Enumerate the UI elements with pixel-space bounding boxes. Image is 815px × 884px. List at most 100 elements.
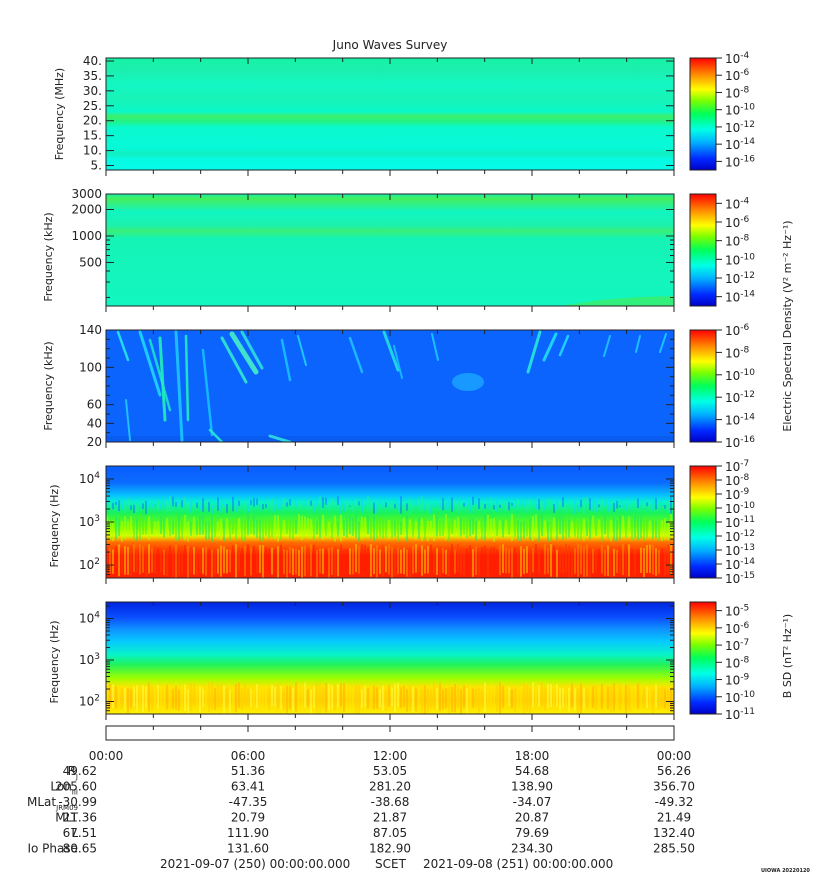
panel-1-x-ticks bbox=[105, 58, 675, 176]
ephemeris-value: -30.99 bbox=[58, 795, 97, 809]
y-tick-label: 100 bbox=[79, 360, 102, 374]
emission-streak bbox=[348, 336, 364, 374]
y-tick-label: 1000 bbox=[71, 229, 102, 243]
footer-scet: SCET bbox=[375, 857, 407, 871]
footer-start-time: 2021-09-07 (250) 00:00:00.000 bbox=[160, 857, 350, 871]
colorbar-tick-label: 10-8 bbox=[725, 234, 750, 249]
figure-title: Juno Waves Survey bbox=[332, 38, 448, 52]
y-tick-label: 102 bbox=[79, 557, 100, 572]
colorbar-tick-label: 10-13 bbox=[725, 543, 755, 558]
colorbar-tick-label: 10-4 bbox=[725, 51, 750, 66]
emission-streak bbox=[208, 428, 224, 442]
emission-streak bbox=[240, 330, 264, 370]
ephemeris-value: 20.87 bbox=[515, 811, 549, 825]
emission-streak bbox=[148, 338, 172, 412]
colorbar-tick-label: 10-16 bbox=[725, 154, 755, 169]
y-tick-label: 35. bbox=[83, 69, 102, 83]
colorbar-tick-label: 10-12 bbox=[725, 529, 755, 544]
y-tick-label: 104 bbox=[79, 471, 100, 486]
ephemeris-value: 281.20 bbox=[369, 780, 411, 794]
ephemeris-value: 205.60 bbox=[55, 780, 97, 794]
y-tick-label: 15. bbox=[83, 129, 102, 143]
panel-4-colorbar bbox=[689, 465, 717, 579]
emission-streak bbox=[526, 330, 542, 374]
ephemeris-value: 131.60 bbox=[227, 842, 269, 856]
y-tick-label: 140 bbox=[79, 323, 102, 337]
ephemeris-value: 21.36 bbox=[63, 811, 97, 825]
ephemeris-row-label: Io Phase bbox=[27, 842, 78, 856]
emission-streak bbox=[184, 334, 190, 422]
ephemeris-value: 132.40 bbox=[653, 826, 695, 840]
panel-2-ylabel: Frequency (kHz) bbox=[42, 212, 55, 301]
emission-streak bbox=[229, 331, 259, 375]
emission-streak bbox=[659, 333, 667, 353]
time-axis-ticks bbox=[105, 726, 675, 732]
y-tick-label: 10. bbox=[83, 144, 102, 158]
y-tick-label: 103 bbox=[79, 514, 100, 529]
panel-2-lowfreq-emission bbox=[560, 296, 674, 306]
panel-5-x-ticks bbox=[105, 602, 675, 720]
ephemeris-value: 63.41 bbox=[231, 780, 265, 794]
emission-streak bbox=[116, 330, 130, 362]
time-tick-label: 00:00 bbox=[89, 749, 124, 763]
panel-3-colorbar bbox=[689, 329, 717, 443]
ephemeris-value: 182.90 bbox=[369, 842, 411, 856]
panel-1-spectrogram bbox=[106, 58, 674, 170]
panel-3-x-ticks bbox=[105, 330, 675, 448]
ephemeris-value: -49.32 bbox=[655, 795, 694, 809]
colorbar-tick-label: 10-10 bbox=[725, 368, 755, 383]
colorbar-tick-label: 10-7 bbox=[725, 638, 749, 653]
ephemeris-value: 20.79 bbox=[231, 811, 265, 825]
y-tick-label: 25. bbox=[83, 99, 102, 113]
colorbar-tick-label: 10-14 bbox=[725, 413, 755, 428]
y-tick-label: 20. bbox=[83, 114, 102, 128]
panel-4-texture bbox=[106, 496, 672, 578]
panel-3-colorbar-ticks: 10-6 10-8 10-10 10-12 10-14 10-16 bbox=[716, 323, 755, 450]
colorbar-tick-label: 10-9 bbox=[725, 673, 750, 688]
panel-2-colorbar-ticks: 10-4 10-6 10-8 10-10 10-12 10-14 bbox=[716, 196, 755, 305]
panel-3-emission-features bbox=[106, 330, 674, 442]
magnetic-colorbar-label: B SD (nT² Hz⁻¹) bbox=[781, 614, 794, 698]
panel-1: 40.35.30.25.20.15.10.5. Frequency (MHz) … bbox=[53, 51, 755, 176]
colorbar-tick-label: 10-11 bbox=[725, 707, 755, 722]
panel-5-y-ticks: 104 103 102 bbox=[79, 605, 674, 712]
colorbar-tick-label: 10-8 bbox=[725, 473, 750, 488]
y-tick-label: 30. bbox=[83, 84, 102, 98]
ephemeris-value: 79.69 bbox=[515, 826, 549, 840]
panel-1-colorbar bbox=[689, 57, 717, 171]
time-tick-label: 12:00 bbox=[373, 749, 408, 763]
y-tick-label: 500 bbox=[79, 255, 102, 269]
emission-streak bbox=[297, 335, 307, 366]
colorbar-tick-label: 10-12 bbox=[725, 271, 755, 286]
colorbar-tick-label: 10-14 bbox=[725, 137, 755, 152]
colorbar-tick-label: 10-12 bbox=[725, 390, 755, 405]
time-tick-label: 18:00 bbox=[515, 749, 550, 763]
panel-2-x-ticks bbox=[105, 194, 675, 312]
ephemeris-value: 87.05 bbox=[373, 826, 407, 840]
panel-4-colorbar-ticks: 10-710-810-910-1010-1110-1210-1310-1410-… bbox=[716, 459, 755, 586]
colorbar-tick-label: 10-8 bbox=[725, 655, 750, 670]
ephemeris-value: 21.87 bbox=[373, 811, 407, 825]
colorbar-tick-label: 10-8 bbox=[725, 85, 750, 100]
colorbar-tick-label: 10-8 bbox=[725, 345, 750, 360]
colorbar-tick-label: 10-6 bbox=[725, 68, 750, 83]
y-tick-label: 2000 bbox=[71, 202, 102, 216]
y-tick-label: 5. bbox=[91, 159, 102, 173]
panel-3-ylabel: Frequency (kHz) bbox=[42, 341, 55, 430]
time-tick-labels: 00:00 06:00 12:00 18:00 00:00 bbox=[89, 749, 692, 763]
ephemeris-value: 67.51 bbox=[63, 826, 97, 840]
panel-5-texture bbox=[106, 682, 672, 714]
colorbar-tick-label: 10-5 bbox=[725, 604, 749, 619]
ephemeris-value: -34.07 bbox=[513, 795, 552, 809]
time-tick-label: 00:00 bbox=[657, 749, 692, 763]
credit-label: UIOWA 20220120 bbox=[761, 868, 810, 874]
y-tick-label: 3000 bbox=[71, 187, 102, 201]
panel-1-colorbar-ticks: 10-4 10-6 10-8 10-10 10-12 10-14 10-16 bbox=[716, 51, 755, 169]
y-tick-label: 40. bbox=[83, 54, 102, 68]
ephemeris-value: 80.65 bbox=[63, 842, 97, 856]
